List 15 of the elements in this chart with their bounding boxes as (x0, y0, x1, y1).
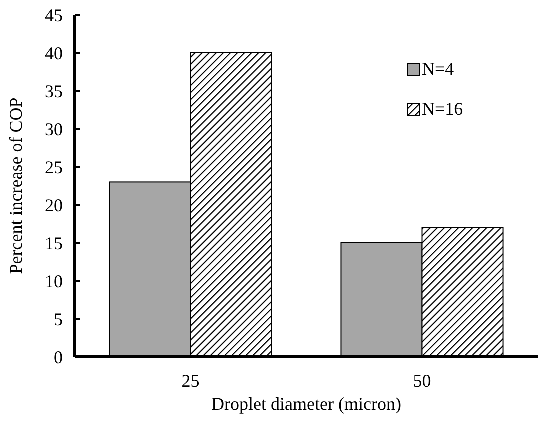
y-tick-label: 15 (45, 233, 63, 254)
y-tick-label: 5 (54, 309, 63, 330)
y-tick-label: 25 (45, 157, 63, 178)
y-tick-label: 35 (45, 81, 63, 102)
y-tick-label: 10 (45, 271, 63, 292)
y-tick-label: 20 (45, 195, 63, 216)
y-tick-label: 40 (45, 43, 63, 64)
x-axis-title: Droplet diameter (micron) (212, 394, 402, 414)
y-tick-label: 30 (45, 119, 63, 140)
x-tick-label: 50 (413, 371, 432, 391)
y-tick-label: 0 (54, 347, 63, 368)
y-axis-title: Percent increase of COP (6, 98, 26, 274)
y-tick-label: 45 (45, 5, 63, 26)
legend-label: N=4 (422, 59, 454, 79)
legend-label: N=16 (422, 99, 464, 119)
